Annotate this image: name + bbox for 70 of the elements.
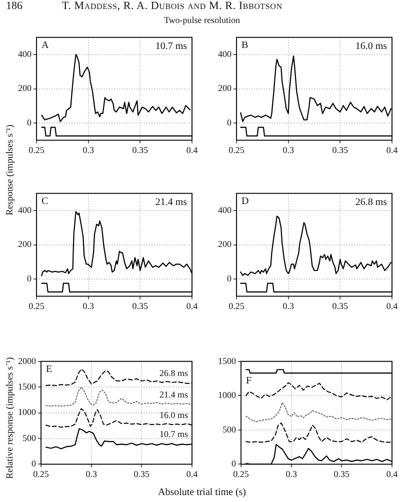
x-tick-label: 0.4 bbox=[386, 468, 398, 479]
y-tick-label: 400 bbox=[218, 204, 232, 215]
series-label: 21.4 ms bbox=[159, 389, 188, 400]
y-tick-label: 1500 bbox=[218, 356, 236, 366]
annotation: 16.0 ms bbox=[355, 41, 388, 52]
y-tick-label: 400 bbox=[218, 48, 232, 59]
x-tick-label: 0.25 bbox=[28, 300, 45, 311]
y-tick-label: 1000 bbox=[218, 390, 236, 400]
line-series bbox=[46, 408, 192, 428]
x-tick-label: 0.3 bbox=[82, 300, 94, 311]
x-tick-label: 0.4 bbox=[186, 468, 198, 479]
y-tick-label: 200 bbox=[218, 83, 232, 94]
x-tick-label: 0.35 bbox=[332, 144, 349, 155]
annotation: F bbox=[246, 376, 252, 387]
x-tick-label: 0.4 bbox=[186, 300, 198, 311]
y-tick-label: 200 bbox=[218, 239, 232, 250]
y-tick-label: 0 bbox=[227, 117, 232, 128]
y-tick-label: 0 bbox=[27, 273, 32, 284]
y-tick-label: 2000 bbox=[18, 356, 36, 366]
x-tick-label: 0.3 bbox=[282, 300, 294, 311]
y-tick-label: 0 bbox=[27, 117, 32, 128]
x-tick-label: 0.25 bbox=[33, 468, 50, 479]
annotation: 26.8 ms bbox=[355, 197, 388, 208]
annotation: E bbox=[46, 364, 52, 376]
line-series bbox=[246, 402, 392, 422]
annotation: 21.4 ms bbox=[155, 197, 188, 208]
x-tick-label: 0.3 bbox=[86, 468, 98, 479]
x-tick-label: 0.3 bbox=[286, 468, 298, 479]
line-series bbox=[246, 422, 392, 443]
x-tick-label: 0.4 bbox=[386, 144, 398, 155]
y-tick-label: 400 bbox=[18, 204, 32, 215]
y-tick-label: 200 bbox=[18, 83, 32, 94]
series-label: 26.8 ms bbox=[159, 368, 188, 378]
y-tick-label: 1000 bbox=[18, 407, 36, 418]
text: 186 bbox=[6, 0, 22, 12]
annotation: B bbox=[242, 40, 248, 52]
annotation: 10.7 ms bbox=[155, 41, 188, 52]
y-tick-label: 0 bbox=[32, 458, 36, 469]
x-tick-label: 0.25 bbox=[228, 144, 245, 155]
x-tick-label: 0.25 bbox=[228, 300, 245, 311]
x-tick-label: 0.35 bbox=[132, 300, 149, 311]
x-tick-label: 0.4 bbox=[186, 144, 198, 155]
x-tick-label: 0.4 bbox=[386, 300, 398, 311]
x-tick-label: 0.3 bbox=[282, 144, 294, 155]
x-tick-label: 0.35 bbox=[334, 468, 350, 479]
y-axis-title: Relative response (impulses s⁻¹) bbox=[4, 357, 16, 479]
line-series bbox=[46, 386, 192, 407]
x-tick-label: 0.25 bbox=[233, 468, 250, 479]
series-label: 16.0 ms bbox=[159, 410, 188, 420]
annotation: A bbox=[42, 40, 50, 52]
y-tick-label: 1500 bbox=[18, 381, 36, 392]
x-tick-label: 0.35 bbox=[332, 300, 349, 311]
x-tick-label: 0.3 bbox=[82, 144, 94, 155]
x-tick-label: 0.35 bbox=[134, 468, 150, 479]
chart-title: Two-pulse resolution bbox=[162, 15, 242, 25]
text: T. Maddess, R. A. Dubois and M. R. Ibbotson bbox=[62, 0, 282, 12]
y-tick-label: 0 bbox=[227, 273, 232, 284]
y-tick-label: 500 bbox=[222, 424, 236, 434]
series-label: 10.7 ms bbox=[159, 429, 188, 440]
x-tick-label: 0.25 bbox=[28, 144, 45, 155]
y-axis-title: Response (impulses s⁻¹) bbox=[4, 124, 16, 216]
annotation: C bbox=[42, 196, 48, 208]
x-axis-title: Absolute trial time (s) bbox=[156, 487, 248, 498]
y-tick-label: 500 bbox=[22, 432, 36, 443]
y-tick-label: 400 bbox=[18, 48, 32, 59]
y-tick-label: 0 bbox=[232, 458, 236, 469]
line-series bbox=[246, 382, 392, 400]
annotation: D bbox=[242, 196, 249, 208]
x-tick-label: 0.35 bbox=[132, 144, 149, 155]
y-tick-label: 200 bbox=[18, 239, 32, 250]
